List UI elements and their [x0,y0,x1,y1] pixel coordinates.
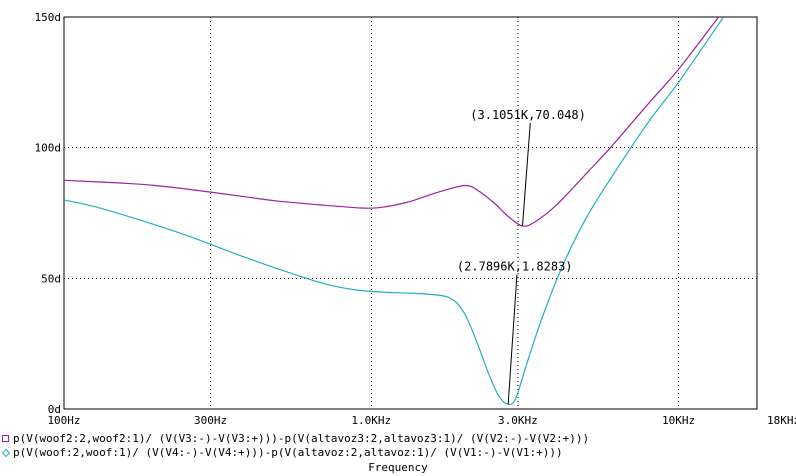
tick-labels: 0d 50d 100d 150d 100Hz 300Hz 1.0KHz 3.0KHz 10KHz… [35,11,796,427]
square-marker-icon [2,435,9,442]
annotation-leader-1 [521,122,531,226]
legend-entry-2: p(V(woof:2,woof:1)/ (V(V4:-)-V(V4:+)))-p… [1,446,563,459]
y-tick-label: 0d [48,403,61,416]
annotations: (3.1051K,70.048) (2.7896K,1.8283) [457,108,586,405]
x-axis-title: Frequency [368,461,428,474]
annotation-label-2: (2.7896K,1.8283) [457,259,573,273]
grid [63,16,758,410]
annotation-leader-2 [507,274,518,405]
legend-label-1: p(V(woof2:2,woof2:1)/ (V(V3:-)-V(V3:+)))… [13,432,590,445]
legend-label-2: p(V(woof:2,woof:1)/ (V(V4:-)-V(V4:+)))-p… [13,446,563,459]
series-line-2 [64,17,724,406]
x-tick-label: 3.0KHz [498,414,538,427]
series-lines [64,17,724,406]
x-tick-label: 100Hz [47,414,80,427]
legend-entry-1: p(V(woof2:2,woof2:1)/ (V(V3:-)-V(V3:+)))… [2,432,589,445]
y-tick-label: 100d [35,142,62,155]
series-line-1 [64,17,720,227]
x-tick-label: 300Hz [194,414,227,427]
plot-frame [63,16,758,410]
diamond-marker-icon [1,448,11,458]
y-tick-label: 50d [41,272,61,285]
y-tick-label: 150d [35,11,62,24]
x-tick-label: 1.0KHz [351,414,391,427]
x-tick-label: 18KHz [767,414,796,427]
axes [63,16,758,410]
annotation-label-1: (3.1051K,70.048) [470,108,586,122]
x-tick-label: 10KHz [662,414,695,427]
